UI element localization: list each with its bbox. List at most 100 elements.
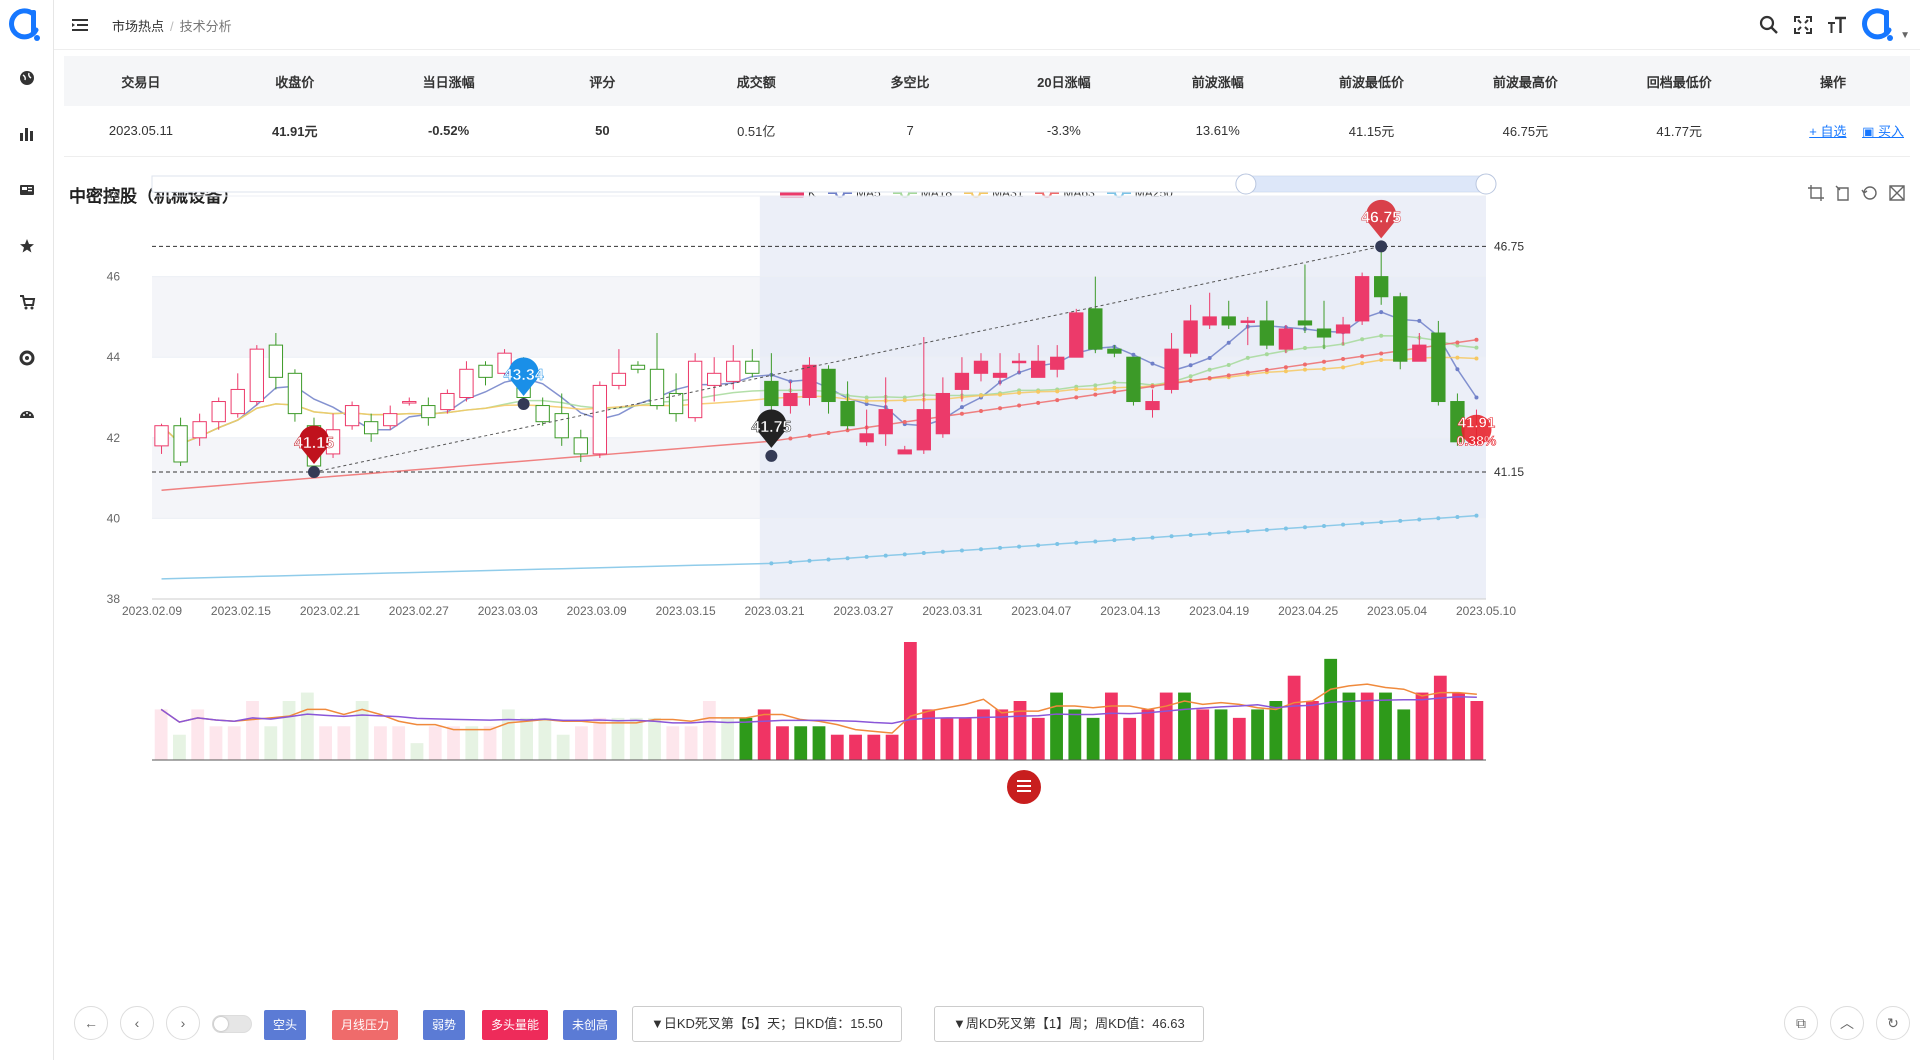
- bar-chart-icon[interactable]: [17, 124, 37, 144]
- tag-monthly-pressure[interactable]: 月线压力: [332, 1010, 399, 1040]
- tag-weak[interactable]: 弱势: [423, 1010, 466, 1040]
- prev-button[interactable]: ‹: [120, 1006, 154, 1040]
- mode-toggle[interactable]: [212, 1015, 252, 1033]
- candle-body: [649, 368, 665, 407]
- ref-line-high-label: 46.75: [1494, 239, 1524, 253]
- candle-body: [211, 401, 226, 423]
- candle-body: [573, 437, 588, 455]
- next-button[interactable]: ›: [166, 1006, 200, 1040]
- breadcrumb-root[interactable]: 市场热点: [112, 19, 165, 34]
- ma63-line-point: [788, 436, 793, 441]
- news-icon[interactable]: [17, 180, 37, 200]
- ref-line-low-label: 41.15: [1494, 465, 1524, 479]
- header-close-price: 收盘价: [217, 56, 372, 106]
- volume-bar: [154, 709, 168, 760]
- search-icon[interactable]: [1758, 14, 1780, 36]
- ma250-line-point: [1474, 513, 1479, 518]
- value-pullback-low: 41.77元: [1602, 106, 1757, 157]
- tag-bull-volume[interactable]: 多头量能: [482, 1010, 549, 1040]
- buy-marker-label: 43.34: [504, 367, 544, 384]
- low-marker-label: 41.15: [294, 435, 334, 452]
- refresh-button[interactable]: ↻: [1876, 1006, 1910, 1040]
- ma63-line-point: [1055, 398, 1060, 403]
- ma63-line-point: [1036, 400, 1041, 405]
- volume-bar: [300, 692, 314, 760]
- ma250-line-point: [978, 547, 983, 552]
- ma250-line-point: [1017, 544, 1022, 549]
- ma18-line-point: [1302, 346, 1307, 351]
- volume-bar: [721, 717, 735, 760]
- star-icon[interactable]: [17, 236, 37, 256]
- ma250-line-point: [1131, 536, 1136, 541]
- volume-bar: [1013, 701, 1027, 760]
- candle-body: [478, 364, 493, 378]
- ma31-line-point: [1302, 367, 1307, 372]
- user-avatar-logo[interactable]: [1862, 8, 1896, 42]
- zoom-select-icon[interactable]: [1807, 184, 1825, 202]
- ma250-line-point: [845, 556, 850, 561]
- ma250-line-point: [1074, 540, 1079, 545]
- candle-body: [154, 425, 169, 447]
- volume-bar: [319, 726, 332, 760]
- volume-bar: [1379, 692, 1392, 760]
- volume-bar: [556, 734, 570, 760]
- value-score: 50: [525, 106, 680, 157]
- lifebuoy-icon[interactable]: [17, 348, 37, 368]
- volume-bar: [1251, 709, 1264, 760]
- candle-body: [592, 384, 608, 455]
- last-change-label: 0.38%: [1457, 433, 1497, 449]
- ma63-line-point: [1341, 356, 1346, 361]
- datazoom-handle-right: [1475, 173, 1497, 195]
- tag-no-new-high[interactable]: 未创高: [563, 1010, 618, 1040]
- copy-button[interactable]: ⧉: [1784, 1006, 1818, 1040]
- tag-bearish[interactable]: 空头: [264, 1010, 307, 1040]
- globe-icon[interactable]: [17, 68, 37, 88]
- ma250-line-point: [1341, 522, 1346, 527]
- chevron-down-icon[interactable]: ▼: [1900, 29, 1910, 41]
- volume-bar: [1433, 675, 1447, 760]
- ma63-line-point: [1322, 359, 1327, 364]
- toggle-knob: [214, 1017, 228, 1031]
- menu-bar: [1017, 790, 1031, 792]
- candle-body: [707, 372, 722, 386]
- volume-bar: [1470, 701, 1484, 760]
- back-button[interactable]: ←: [74, 1006, 108, 1040]
- add-watchlist-link[interactable]: + 自选: [1809, 124, 1847, 140]
- y-tick-label: 44: [107, 350, 121, 364]
- ma31-line-point: [1055, 389, 1060, 394]
- volume-bar: [812, 726, 826, 760]
- scroll-up-button[interactable]: ︿: [1830, 1006, 1864, 1040]
- cart-icon[interactable]: [17, 292, 37, 312]
- ma31-line-point: [1283, 369, 1288, 374]
- volume-bar: [903, 642, 917, 760]
- ma63-line-point: [978, 409, 983, 414]
- candle-body: [535, 405, 550, 423]
- menu-toggle-icon[interactable]: [70, 15, 90, 35]
- ma250-line-point: [1207, 531, 1212, 536]
- ma63-line-point: [959, 411, 964, 416]
- ma250-line-point: [1169, 534, 1174, 539]
- ma63-line-point: [1207, 376, 1212, 381]
- zoom-reset-icon[interactable]: [1834, 184, 1852, 202]
- ma250-line-point: [902, 552, 907, 557]
- kline-chart[interactable]: 38 40 42 44 46 48 2023.02.09 2023.02.15 2023.02.…: [54, 172, 1920, 982]
- volume-bar: [794, 726, 808, 760]
- ma63-line-point: [1112, 389, 1117, 394]
- fullscreen-icon[interactable]: [1792, 14, 1814, 36]
- ma5-line-point: [959, 405, 964, 410]
- ma250-line-point: [959, 548, 964, 553]
- last-price-marker: [1461, 414, 1492, 445]
- app-logo[interactable]: [9, 8, 43, 42]
- ma18-line-point: [1112, 380, 1117, 385]
- font-size-icon[interactable]: [1826, 14, 1848, 36]
- buy-link[interactable]: ▣ 买入: [1862, 124, 1904, 139]
- volume-bar: [428, 726, 442, 760]
- volume-bar: [520, 717, 534, 760]
- last-price-label: 41.91: [1458, 415, 1496, 432]
- dashboard-icon[interactable]: [17, 404, 37, 424]
- restore-icon[interactable]: [1861, 184, 1879, 202]
- high-marker-dot: [1375, 240, 1388, 253]
- ma250-line-point: [864, 554, 869, 559]
- ma250-line-point: [940, 549, 945, 554]
- save-image-icon[interactable]: [1888, 184, 1906, 202]
